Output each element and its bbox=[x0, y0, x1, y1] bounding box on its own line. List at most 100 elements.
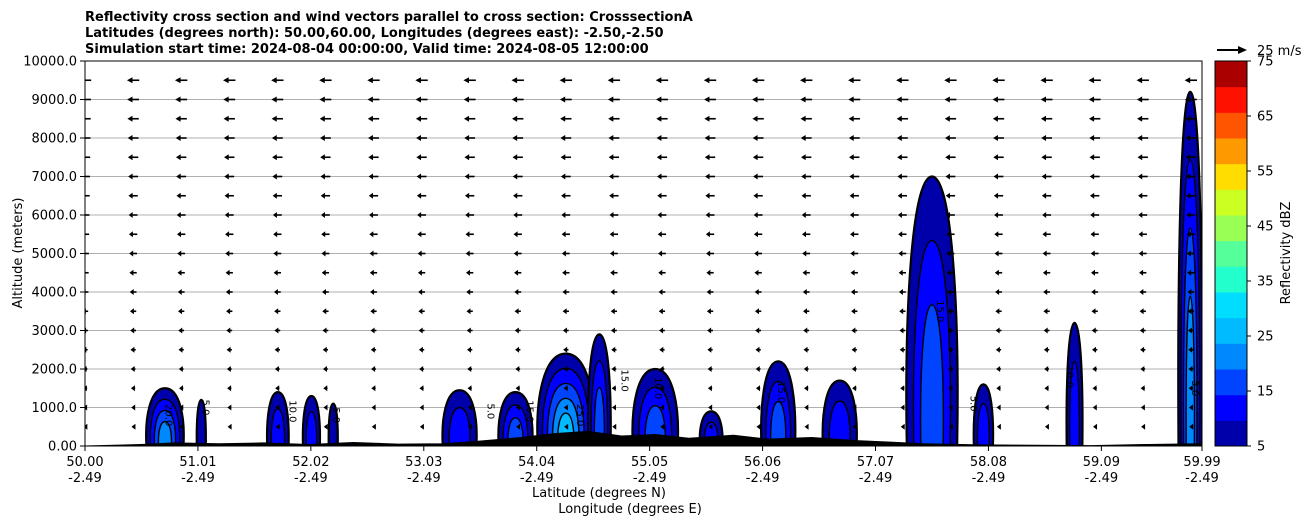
reflectivity-cell bbox=[631, 367, 680, 446]
wind-vector-head bbox=[224, 192, 229, 199]
wind-vector-head bbox=[899, 308, 904, 315]
wind-vector bbox=[609, 250, 618, 257]
wind-vector bbox=[611, 346, 617, 353]
wind-vector bbox=[996, 404, 1001, 411]
wind-vector bbox=[368, 135, 379, 141]
wind-vector-head bbox=[944, 77, 950, 84]
wind-vector bbox=[802, 231, 811, 238]
wind-vector bbox=[274, 327, 281, 334]
wind-vector-head bbox=[804, 404, 809, 411]
wind-vector-head bbox=[467, 423, 472, 430]
wind-vector bbox=[610, 289, 618, 295]
wind-vector bbox=[802, 250, 811, 257]
wind-vector bbox=[85, 423, 88, 430]
wind-vector bbox=[900, 423, 905, 430]
wind-vector bbox=[756, 404, 761, 411]
wind-vector bbox=[898, 289, 906, 295]
wind-vector-head bbox=[275, 385, 280, 392]
wind-vector bbox=[463, 77, 476, 84]
wind-vector-head bbox=[320, 192, 325, 199]
wind-vector-head bbox=[1185, 115, 1191, 122]
wind-vector-head bbox=[948, 423, 953, 430]
y-tick-label: 2000.0 bbox=[32, 363, 78, 378]
wind-vector-head bbox=[1140, 346, 1145, 353]
wind-vector-head bbox=[1091, 289, 1096, 295]
wind-vector bbox=[1088, 96, 1101, 103]
wind-vector bbox=[753, 173, 764, 180]
wind-vector bbox=[321, 289, 329, 295]
wind-vector bbox=[849, 212, 859, 218]
wind-vector bbox=[319, 77, 332, 84]
wind-vector bbox=[273, 269, 281, 276]
wind-vector-head bbox=[515, 385, 520, 392]
wind-vector-head bbox=[175, 135, 181, 141]
wind-vector bbox=[416, 173, 427, 180]
wind-vector bbox=[1187, 327, 1194, 334]
wind-vector-head bbox=[898, 250, 903, 257]
wind-vector-head bbox=[131, 404, 136, 411]
wind-vector-head bbox=[417, 212, 422, 218]
wind-vector bbox=[800, 96, 813, 103]
wind-vector-head bbox=[559, 77, 566, 84]
wind-vector-head bbox=[658, 308, 663, 315]
wind-vector-head bbox=[851, 308, 856, 315]
wind-vector bbox=[176, 231, 186, 238]
wind-vector-head bbox=[563, 404, 568, 411]
wind-vector bbox=[656, 115, 668, 122]
wind-vector-head bbox=[1184, 77, 1191, 84]
wind-vector bbox=[371, 385, 376, 392]
wind-vector-head bbox=[898, 231, 903, 238]
x-tick-label-lat: 50.00 bbox=[66, 455, 103, 470]
wind-vector-head bbox=[323, 385, 328, 392]
wind-vector bbox=[612, 423, 617, 430]
wind-vector-head bbox=[127, 96, 133, 103]
wind-vector-head bbox=[371, 423, 376, 430]
wind-vector-head bbox=[370, 308, 375, 315]
wind-vector bbox=[948, 423, 953, 430]
reflectivity-cell bbox=[265, 390, 290, 446]
wind-vector bbox=[416, 192, 427, 199]
x-tick-label-lon: -2.49 bbox=[181, 471, 215, 486]
wind-vector bbox=[129, 250, 137, 257]
wind-vector-head bbox=[896, 135, 902, 141]
wind-vector-head bbox=[227, 404, 232, 411]
wind-vector bbox=[127, 154, 139, 161]
wind-vector bbox=[174, 77, 188, 84]
wind-vector bbox=[1043, 289, 1050, 295]
wind-vector bbox=[563, 346, 569, 353]
wind-vector-head bbox=[657, 231, 662, 238]
wind-vector bbox=[706, 289, 714, 295]
wind-vector bbox=[896, 77, 909, 84]
wind-vector-head bbox=[659, 327, 664, 334]
wind-vector-head bbox=[1042, 250, 1047, 257]
wind-vector-head bbox=[176, 231, 181, 238]
wind-vector bbox=[1189, 423, 1194, 430]
wind-vector bbox=[703, 77, 717, 84]
wind-vector bbox=[897, 173, 908, 180]
wind-vector bbox=[176, 192, 186, 199]
colorbar-tick-label: 45 bbox=[1257, 220, 1274, 235]
wind-vector bbox=[272, 212, 282, 218]
wind-vector-head bbox=[752, 96, 758, 103]
x-tick-label-lat: 59.99 bbox=[1183, 455, 1220, 470]
wind-vector-head bbox=[320, 173, 325, 180]
wind-vector-head bbox=[1140, 404, 1145, 411]
wind-vector bbox=[849, 173, 860, 180]
wind-vector bbox=[415, 115, 428, 122]
wind-vector-head bbox=[559, 96, 566, 103]
colorbar-segment bbox=[1215, 343, 1247, 370]
wind-vector-head bbox=[948, 366, 953, 372]
wind-vector bbox=[850, 231, 859, 238]
wind-vector-head bbox=[852, 404, 857, 411]
wind-vector bbox=[224, 192, 234, 199]
wind-vector bbox=[85, 214, 90, 216]
wind-vector bbox=[1185, 135, 1197, 141]
wind-vector-head bbox=[1189, 423, 1194, 430]
wind-vector bbox=[1044, 366, 1049, 372]
wind-vector-head bbox=[803, 346, 808, 353]
x-tick-label-lat: 52.02 bbox=[292, 455, 329, 470]
wind-vector bbox=[945, 173, 956, 180]
wind-vector bbox=[705, 231, 715, 238]
reflectivity-cells bbox=[145, 90, 1202, 446]
wind-vector bbox=[275, 404, 280, 411]
